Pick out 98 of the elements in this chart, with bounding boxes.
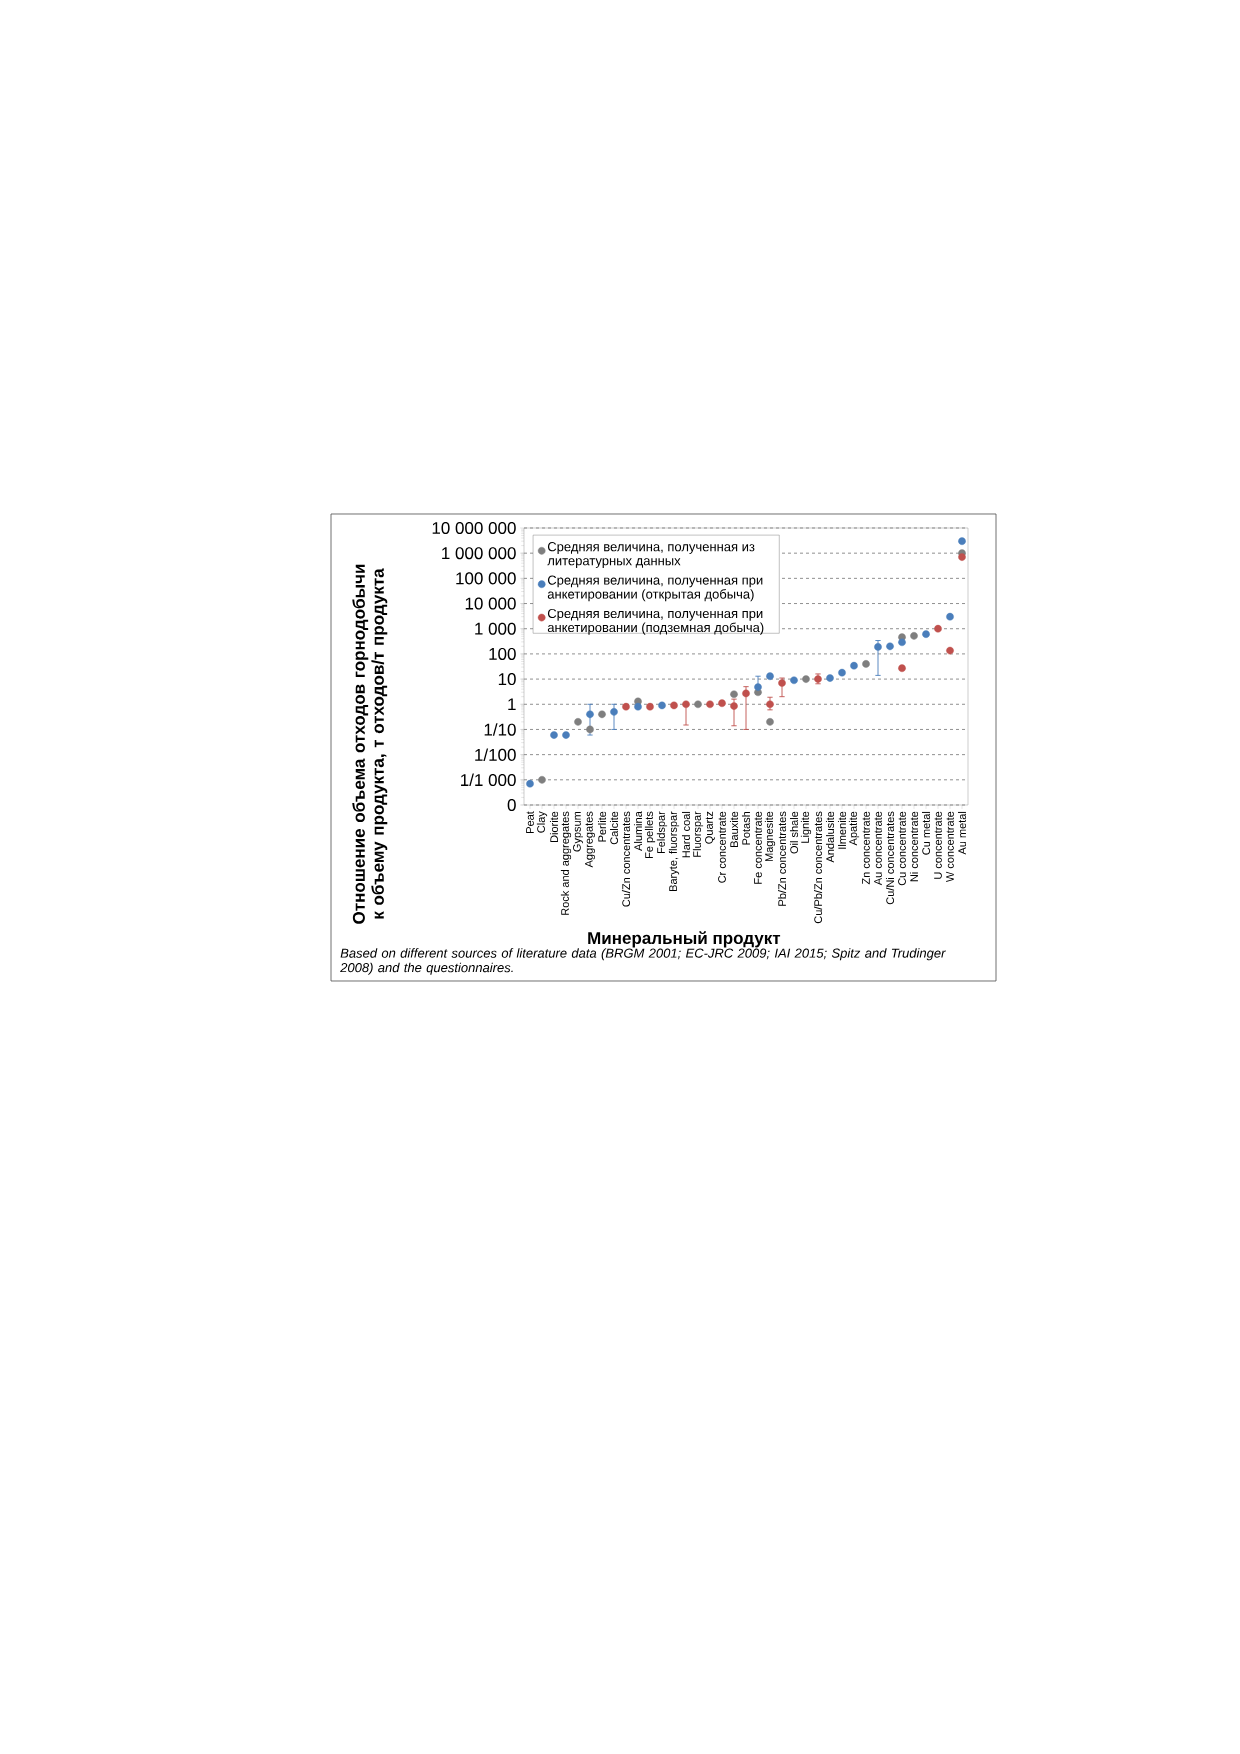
point <box>958 553 966 561</box>
x-tick-label: Cu/Ni concentrates <box>885 811 895 905</box>
point <box>586 725 594 734</box>
x-tick-label: Aggregates <box>585 811 595 868</box>
x-tick-label: U concentrate <box>934 811 942 879</box>
point <box>778 679 786 687</box>
point <box>958 537 966 545</box>
y-tick-label: 1/1 000 <box>461 773 516 787</box>
x-tick-label: Oil shale <box>789 811 799 854</box>
x-tick-label: Baryte, fluorspar <box>668 811 680 891</box>
y-tick-label: 1 000 <box>475 622 516 635</box>
x-tick-label: Cu/Zn concentrates <box>621 811 631 907</box>
point <box>706 700 714 709</box>
x-tick-label: Fe pellets <box>644 811 656 858</box>
x-axis-title: Минеральный продукт <box>588 931 781 948</box>
y-tick-label: 1 000 000 <box>442 547 516 560</box>
point <box>526 779 534 788</box>
point <box>934 624 942 633</box>
x-tick-label: W concentrate <box>946 811 954 883</box>
point <box>670 701 678 710</box>
x-tick-label: Calcite <box>609 811 619 845</box>
legend-label: Средняя величина, полученная из литературных данных <box>547 542 755 568</box>
x-tick-label: Ni concentrate <box>909 811 919 882</box>
x-tick-label: Cu/Pb/Zn concentrates <box>813 811 823 924</box>
y-tick-label: 1 <box>508 698 516 711</box>
point <box>634 702 642 711</box>
y-tick-label: 1/100 <box>475 748 516 761</box>
y-axis-title: Отношение объема отходов горнодобычи к объему продукта, т отходов/т продукта <box>352 564 388 924</box>
x-tick-label: Gypsum <box>573 811 583 852</box>
point <box>838 668 846 677</box>
x-tick-label: Cr concentrate <box>718 811 726 883</box>
x-tick-label: Cu metal <box>921 811 931 855</box>
x-tick-label: Quartz <box>705 811 715 844</box>
x-tick-label: Hard coal <box>681 811 691 858</box>
point <box>586 710 594 719</box>
point <box>766 672 774 681</box>
x-tick-label: Zn concentrate <box>862 811 870 885</box>
point <box>610 708 618 716</box>
x-tick-label: Pb/Zn concentrates <box>777 811 787 906</box>
point <box>742 689 750 698</box>
legend-label: Средняя величина, полученная при анкетировании (подземная добыча) <box>547 608 764 635</box>
x-tick-label: Bauxite <box>729 811 739 847</box>
y-tick-label: 1/10 <box>484 723 516 736</box>
point <box>646 702 654 711</box>
y-tick-label: 0 <box>507 798 516 812</box>
point <box>910 632 918 640</box>
y-tick-label: 10 <box>498 673 516 686</box>
x-tick-label: Apatite <box>848 811 860 846</box>
point <box>802 675 810 683</box>
point <box>658 701 666 710</box>
x-tick-label: Perlite <box>597 811 607 842</box>
x-tick-label: Fluorspar <box>692 811 704 857</box>
point <box>886 642 894 651</box>
x-tick-label: Magnesite <box>764 811 776 862</box>
point <box>922 630 930 638</box>
point <box>790 676 798 685</box>
point <box>682 700 690 709</box>
y-tick-label: 10 000 000 <box>432 521 516 535</box>
x-tick-label: Peat <box>526 811 534 833</box>
point <box>550 731 558 739</box>
point <box>562 731 570 739</box>
x-tick-label: Rock and aggregates <box>560 811 572 915</box>
x-tick-label: Cu concentrate <box>898 811 906 886</box>
point <box>730 702 738 710</box>
point <box>718 699 726 708</box>
point <box>730 690 738 699</box>
point <box>946 646 954 655</box>
x-tick-label: Fe concentrate <box>754 811 762 884</box>
y-tick-label: 10 000 <box>465 597 516 610</box>
point <box>598 710 606 719</box>
point <box>946 612 954 621</box>
x-tick-label: Ilmenite <box>837 811 847 849</box>
point <box>538 776 546 784</box>
x-tick-label: Potash <box>741 811 751 845</box>
x-tick-label: Au metal <box>957 811 967 855</box>
point <box>766 718 774 726</box>
point <box>694 700 702 709</box>
x-tick-label: Diorite <box>549 811 559 843</box>
point <box>862 660 870 668</box>
point <box>850 661 858 670</box>
legend-label: Средняя величина, полученная при анкетировании (открытая добыча) <box>547 575 763 602</box>
y-tick-label: 100 000 <box>456 572 516 585</box>
point <box>898 664 906 673</box>
point <box>898 638 906 647</box>
point <box>622 702 630 711</box>
x-tick-label: Au concentrate <box>874 811 882 886</box>
y-tick-label: 100 <box>489 647 516 660</box>
x-tick-label: Alumina <box>633 811 643 851</box>
point <box>766 700 774 709</box>
point <box>826 674 834 682</box>
point <box>754 683 762 691</box>
x-tick-label: Lignite <box>800 811 812 843</box>
x-tick-label: Feldspar <box>656 811 668 854</box>
point <box>574 718 582 726</box>
text: Based on different sources of literature data (BRGM 2001; EC-JRC 2009; IAI 2015; Spitz and Trudinger 2008) and the questionnaires. <box>340 948 946 975</box>
x-tick-label: Andalusite <box>825 811 835 863</box>
x-tick-label: Clay <box>536 811 548 833</box>
point <box>874 643 882 651</box>
